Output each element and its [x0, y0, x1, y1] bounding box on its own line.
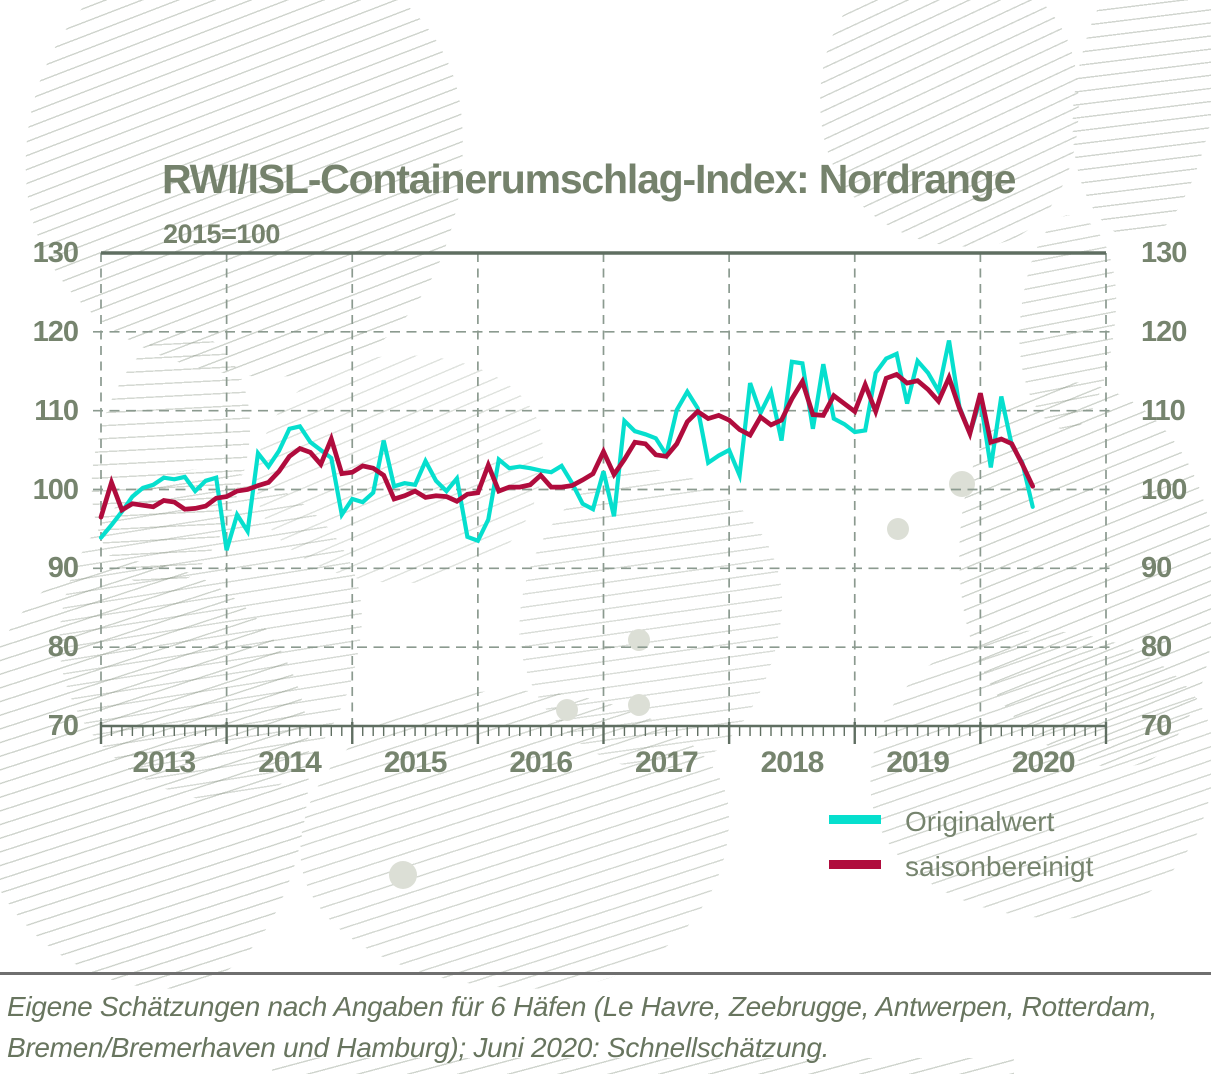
x-tick-label: 2017: [634, 746, 699, 779]
map-dot: [628, 629, 650, 651]
x-tick-label: 2018: [760, 746, 825, 779]
legend-label: Originalwert: [905, 806, 1055, 837]
y-tick-label-left: 90: [47, 552, 79, 585]
x-tick-label: 2016: [509, 746, 573, 779]
y-tick-label-left: 100: [32, 473, 79, 506]
y-tick-label-left: 70: [47, 710, 79, 742]
y-tick-label-right: 120: [1141, 315, 1187, 348]
x-tick-label: 2019: [886, 746, 950, 779]
y-tick-label-right: 80: [1141, 631, 1172, 664]
y-tick-label-left: 80: [47, 631, 79, 664]
source-note: Eigene Schätzungen nach Angaben für 6 Hä…: [7, 986, 1207, 1068]
y-tick-label-right: 70: [1141, 710, 1172, 742]
source-note-line1: Eigene Schätzungen nach Angaben für 6 Hä…: [7, 991, 1158, 1022]
legend-swatch-original: [829, 815, 881, 824]
map-dot: [556, 699, 578, 721]
legend-label: saisonbereinigt: [905, 851, 1094, 882]
y-tick-label-right: 130: [1141, 237, 1187, 269]
y-tick-label-left: 130: [32, 237, 79, 269]
y-tick-label-right: 90: [1141, 552, 1172, 585]
x-tick-label: 2015: [383, 746, 448, 779]
map-dot: [949, 471, 975, 497]
y-tick-label-right: 110: [1141, 394, 1186, 427]
source-note-line2: Bremen/Bremerhaven und Hamburg); Juni 20…: [7, 1032, 830, 1063]
footer-divider: [0, 972, 1211, 975]
series-line-saisonbereinigt: [98, 371, 1036, 520]
y-tick-label-left: 110: [34, 394, 79, 427]
map-dot: [628, 694, 650, 716]
y-tick-label-right: 100: [1141, 473, 1187, 506]
map-dot: [887, 518, 909, 540]
series-line-originalwert: [98, 340, 1035, 551]
map-dot: [389, 861, 417, 889]
y-tick-label-left: 120: [32, 315, 79, 348]
x-tick-label: 2020: [1011, 746, 1076, 779]
x-tick-label: 2013: [132, 746, 196, 779]
chart-subtitle: 2015=100: [163, 219, 280, 249]
chart-title: RWI/ISL-Containerumschlag-Index: Nordran…: [162, 156, 1016, 202]
legend-swatch-seasonal: [829, 860, 881, 869]
x-tick-label: 2014: [258, 746, 322, 779]
